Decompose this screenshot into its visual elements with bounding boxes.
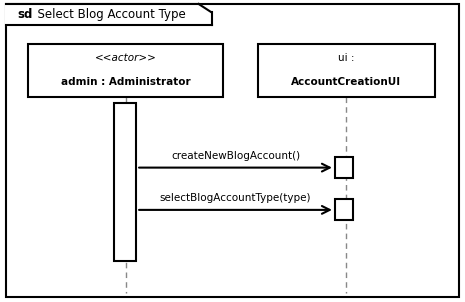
Text: ui :: ui :: [338, 53, 355, 63]
Text: admin : Administrator: admin : Administrator: [61, 77, 190, 87]
Bar: [114, 103, 136, 261]
Text: Select Blog Account Type: Select Blog Account Type: [30, 8, 186, 21]
Text: AccountCreationUI: AccountCreationUI: [292, 77, 401, 87]
Polygon shape: [6, 4, 212, 25]
Text: selectBlogAccountType(type): selectBlogAccountType(type): [160, 193, 311, 203]
Bar: [28, 44, 223, 97]
Bar: [335, 157, 353, 178]
Bar: [335, 199, 353, 220]
Text: <<actor>>: <<actor>>: [94, 53, 157, 63]
Text: createNewBlogAccount(): createNewBlogAccount(): [171, 151, 300, 161]
Text: sd: sd: [18, 8, 33, 21]
Bar: [258, 44, 435, 97]
